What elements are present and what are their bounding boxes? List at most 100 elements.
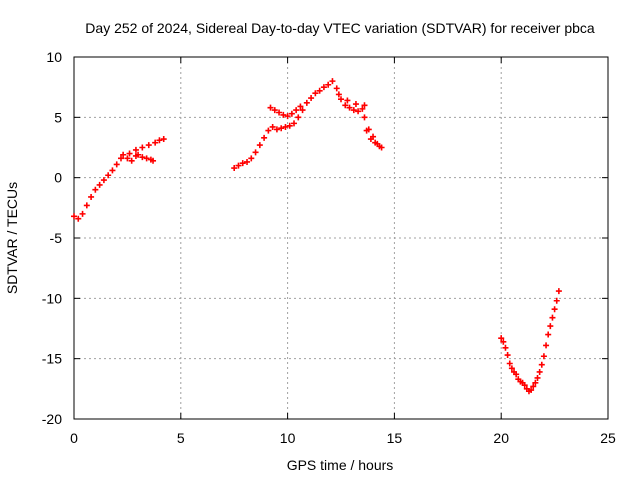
data-point [521, 382, 528, 389]
data-point [350, 107, 357, 114]
data-point [553, 297, 560, 304]
y-tick-label: -5 [50, 230, 63, 246]
data-point [288, 110, 295, 117]
data-point [96, 181, 103, 188]
y-tick-label: -10 [42, 290, 62, 306]
data-point [156, 137, 163, 144]
data-point [344, 97, 351, 104]
data-point [295, 114, 302, 121]
data-point [231, 165, 238, 172]
data-point [297, 103, 304, 110]
data-point [92, 186, 99, 193]
data-point [75, 215, 82, 222]
data-point [79, 210, 86, 217]
data-point [160, 136, 167, 143]
data-point [359, 105, 366, 112]
data-point [308, 95, 315, 102]
data-point [280, 111, 287, 118]
data-point [320, 84, 327, 91]
data-point [150, 157, 157, 164]
data-point [83, 202, 90, 209]
x-tick-label: 15 [387, 430, 403, 446]
data-point [312, 90, 319, 97]
data-point [370, 133, 377, 140]
data-point [532, 379, 539, 386]
data-point [88, 193, 95, 200]
data-point [145, 142, 152, 149]
data-point [335, 91, 342, 98]
data-point [261, 134, 268, 141]
data-point [361, 102, 368, 109]
data-point [128, 157, 135, 164]
data-point [139, 144, 146, 151]
data-point [276, 109, 283, 116]
data-point [278, 125, 285, 132]
data-point [329, 78, 336, 85]
data-point [135, 151, 142, 158]
data-point [120, 151, 127, 158]
data-point [502, 344, 509, 351]
grid-lines [74, 57, 608, 419]
y-tick-label: 0 [54, 170, 62, 186]
data-point [530, 383, 537, 390]
data-point [248, 155, 255, 162]
data-point [100, 177, 107, 184]
data-point [286, 122, 293, 129]
y-tick-label: 10 [46, 49, 62, 65]
data-point [540, 353, 547, 360]
data-point [293, 107, 300, 114]
data-point [235, 162, 242, 169]
data-point [252, 149, 259, 156]
data-point [271, 107, 278, 114]
data-point [551, 306, 558, 313]
data-point [538, 361, 545, 368]
data-point [284, 113, 291, 120]
x-tick-label: 5 [177, 430, 185, 446]
data-point [365, 126, 372, 133]
data-point [299, 107, 306, 114]
data-point [545, 331, 552, 338]
data-point [265, 127, 272, 134]
data-point [113, 161, 120, 168]
data-point [374, 140, 381, 147]
x-tick-label: 20 [493, 430, 509, 446]
x-axis-label: GPS time / hours [287, 457, 394, 473]
data-point [126, 150, 133, 157]
data-point [549, 314, 556, 321]
data-point [267, 104, 274, 111]
data-point [504, 352, 511, 359]
data-point [500, 338, 507, 345]
data-point [333, 85, 340, 92]
y-tick-label: -15 [42, 351, 62, 367]
data-point [355, 108, 362, 115]
x-tick-label: 25 [600, 430, 616, 446]
data-point [555, 288, 562, 295]
data-point [506, 360, 513, 367]
series-segment-3 [498, 288, 562, 395]
data-point [291, 120, 298, 127]
data-point [269, 123, 276, 130]
data-point [282, 123, 289, 130]
data-point [534, 374, 541, 381]
data-point [244, 158, 251, 165]
data-point [352, 101, 359, 108]
data-point [346, 104, 353, 111]
data-point [342, 102, 349, 109]
chart-title: Day 252 of 2024, Sidereal Day-to-day VTE… [85, 20, 595, 36]
y-axis-label: SDTVAR / TECUs [4, 182, 20, 294]
x-tick-label: 10 [280, 430, 296, 446]
data-points [71, 78, 562, 395]
data-point [498, 335, 505, 342]
data-point [378, 144, 385, 151]
data-point [536, 368, 543, 375]
data-point [338, 96, 344, 103]
data-point [71, 213, 77, 220]
data-point [139, 154, 146, 161]
data-point [325, 81, 332, 88]
data-point [543, 342, 550, 349]
data-point [117, 155, 124, 162]
series-segment-1 [71, 136, 167, 222]
data-point [256, 142, 263, 149]
data-point [143, 155, 150, 162]
